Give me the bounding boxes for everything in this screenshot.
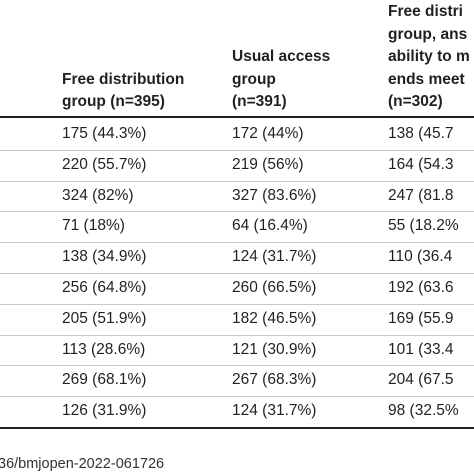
cell-text: 110 (36.4 xyxy=(388,248,453,266)
row-rule xyxy=(0,180,474,182)
header-text: (n=391) xyxy=(232,93,287,110)
header-text: ability to m xyxy=(388,48,470,65)
cell-text: 204 (67.5 xyxy=(388,371,454,389)
cell-text: 256 (64.8%) xyxy=(62,279,147,296)
cell-text: 64 (16.4%) xyxy=(232,217,308,235)
row-rule xyxy=(0,211,474,213)
cell-text: 267 (68.3%) xyxy=(232,371,317,389)
row-rule xyxy=(0,334,474,336)
cell-text: 169 (55.9 xyxy=(388,309,454,327)
cell-text: 138 (45.7 xyxy=(388,125,454,142)
row-rule xyxy=(0,149,474,151)
cell-text: 324 (82%) xyxy=(62,186,134,204)
cell-text: 55 (18.2% xyxy=(388,217,459,235)
header-text: group, ans xyxy=(388,25,468,43)
header-rule xyxy=(0,116,474,118)
cell-text: 71 (18%) xyxy=(62,217,125,235)
row-rule xyxy=(0,273,474,274)
header-text: (n=302) xyxy=(388,93,443,110)
cell-text: 269 (68.1%) xyxy=(62,371,147,389)
cell-text: 182 (46.5%) xyxy=(232,309,317,327)
cell-text: 164 (54.3 xyxy=(388,155,454,173)
cell-text: 172 (44%) xyxy=(232,125,304,142)
cell-text: 260 (66.5%) xyxy=(232,279,317,296)
cell-text: 138 (34.9%) xyxy=(62,248,147,266)
cell-text: 247 (81.8 xyxy=(388,186,454,204)
cell-text: 113 (28.6%) xyxy=(62,340,146,358)
cell-text: 327 (83.6%) xyxy=(232,186,317,204)
bottom-rule xyxy=(0,427,474,429)
cell-text: 220 (55.7%) xyxy=(62,155,147,173)
row-rule xyxy=(0,242,474,244)
cell-text: 124 (31.7%) xyxy=(232,248,317,266)
header-text: Usual access xyxy=(232,48,331,65)
row-rule xyxy=(0,303,474,305)
cell-text: 98 (32.5% xyxy=(388,402,459,420)
cell-text: 124 (31.7%) xyxy=(232,402,317,420)
header-text: Free distribution xyxy=(62,70,185,88)
row-rule xyxy=(0,365,474,367)
cell-text: 192 (63.6 xyxy=(388,279,454,296)
row-rule xyxy=(0,396,474,398)
cell-text: 219 (56%) xyxy=(232,155,304,173)
cell-text: 175 (44.3%) xyxy=(62,125,147,142)
cell-text: 126 (31.9%) xyxy=(62,402,147,420)
cell-text: 121 (30.9%) xyxy=(232,340,317,358)
cell-text: 101 (33.4 xyxy=(388,340,454,358)
header-text: ends meet xyxy=(388,70,465,88)
footer: 36/bmjopen-2022-061726 xyxy=(0,456,165,472)
header-text: group (n=395) xyxy=(62,93,165,110)
header-text: Free distri xyxy=(388,3,463,20)
cell-text: 205 (51.9%) xyxy=(62,309,147,327)
header-text: group xyxy=(232,70,276,88)
